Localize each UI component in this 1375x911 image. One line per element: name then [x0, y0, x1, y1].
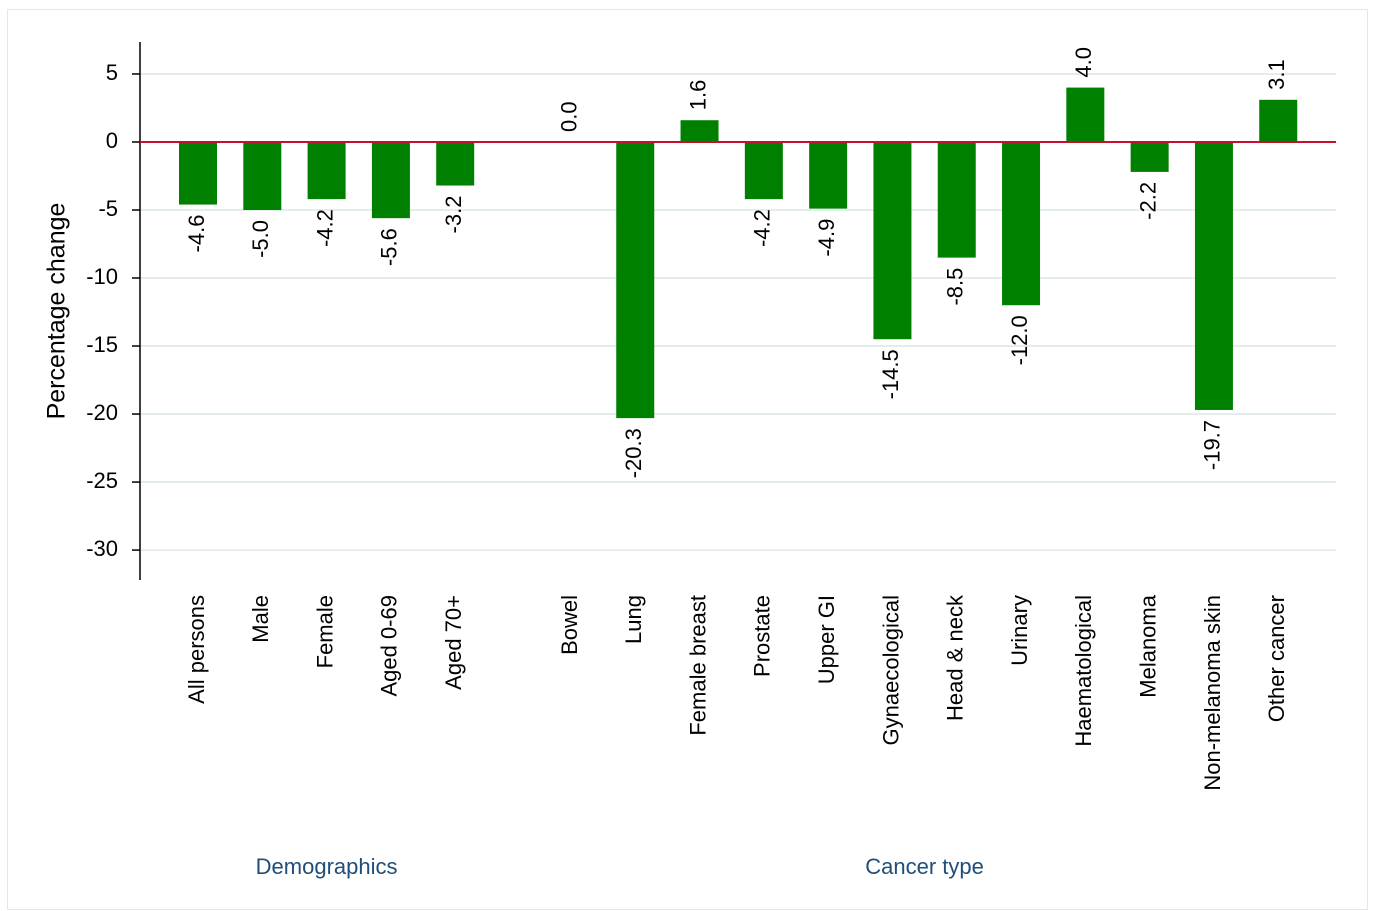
x-tick-label: Male	[248, 595, 273, 643]
bar	[1259, 99, 1298, 142]
bar	[371, 141, 410, 219]
bar	[243, 141, 282, 210]
value-label: -4.2	[750, 209, 775, 247]
y-tick-label: -5	[98, 196, 118, 221]
bar	[1002, 141, 1041, 306]
value-label: -4.6	[184, 215, 209, 253]
x-tick-label: Other cancer	[1264, 595, 1289, 722]
x-tick-label: Urinary	[1007, 595, 1032, 666]
bar	[873, 141, 912, 340]
value-label: 1.6	[685, 80, 710, 111]
x-tick-label: All persons	[184, 595, 209, 704]
x-tick-label: Haematological	[1071, 595, 1096, 747]
x-tick-label: Upper GI	[814, 595, 839, 684]
bar	[680, 120, 719, 142]
group-label: Demographics	[256, 854, 398, 879]
bar	[1066, 87, 1105, 142]
value-label: 4.0	[1071, 47, 1096, 78]
x-tick-label: Female	[312, 595, 337, 668]
x-tick-label: Bowel	[557, 595, 582, 655]
y-tick-label: -30	[86, 536, 118, 561]
value-label: -4.2	[312, 209, 337, 247]
bar	[1130, 141, 1169, 172]
value-label: -5.0	[248, 220, 273, 258]
y-axis-title: Percentage change	[43, 203, 71, 420]
bar	[616, 141, 655, 419]
x-tick-label: Prostate	[750, 595, 775, 677]
value-label: 3.1	[1264, 59, 1289, 90]
y-tick-label: 0	[106, 128, 118, 153]
x-tick-label: Melanoma	[1135, 594, 1160, 697]
value-label: -12.0	[1007, 315, 1032, 365]
x-tick-label: Female breast	[685, 595, 710, 736]
value-label: -8.5	[943, 268, 968, 306]
y-tick-label: -25	[86, 468, 118, 493]
value-label: -14.5	[878, 349, 903, 399]
x-tick-label: Head & neck	[943, 594, 968, 721]
value-label: -3.2	[441, 196, 466, 234]
x-tick-label: Aged 70+	[441, 595, 466, 690]
bar	[809, 141, 848, 209]
bar	[937, 141, 976, 258]
y-tick-label: 5	[106, 60, 118, 85]
group-label: Cancer type	[865, 854, 984, 879]
y-tick-label: -20	[86, 400, 118, 425]
value-label: -19.7	[1200, 420, 1225, 470]
bar	[744, 141, 783, 200]
bar	[436, 141, 475, 186]
value-label: -2.2	[1135, 182, 1160, 220]
value-label: -5.6	[377, 228, 402, 266]
x-tick-label: Gynaecological	[878, 595, 903, 745]
value-label: -20.3	[621, 428, 646, 478]
bar	[179, 141, 217, 205]
y-tick-label: -10	[86, 264, 118, 289]
bar	[1194, 141, 1233, 410]
x-tick-label: Non-melanoma skin	[1200, 595, 1225, 791]
value-label: 0.0	[557, 101, 582, 132]
x-tick-label: Lung	[621, 595, 646, 644]
x-tick-label: Aged 0-69	[377, 595, 402, 697]
bar	[307, 141, 346, 200]
y-tick-label: -15	[86, 332, 118, 357]
value-label: -4.9	[814, 219, 839, 257]
chart-frame	[7, 9, 1368, 910]
